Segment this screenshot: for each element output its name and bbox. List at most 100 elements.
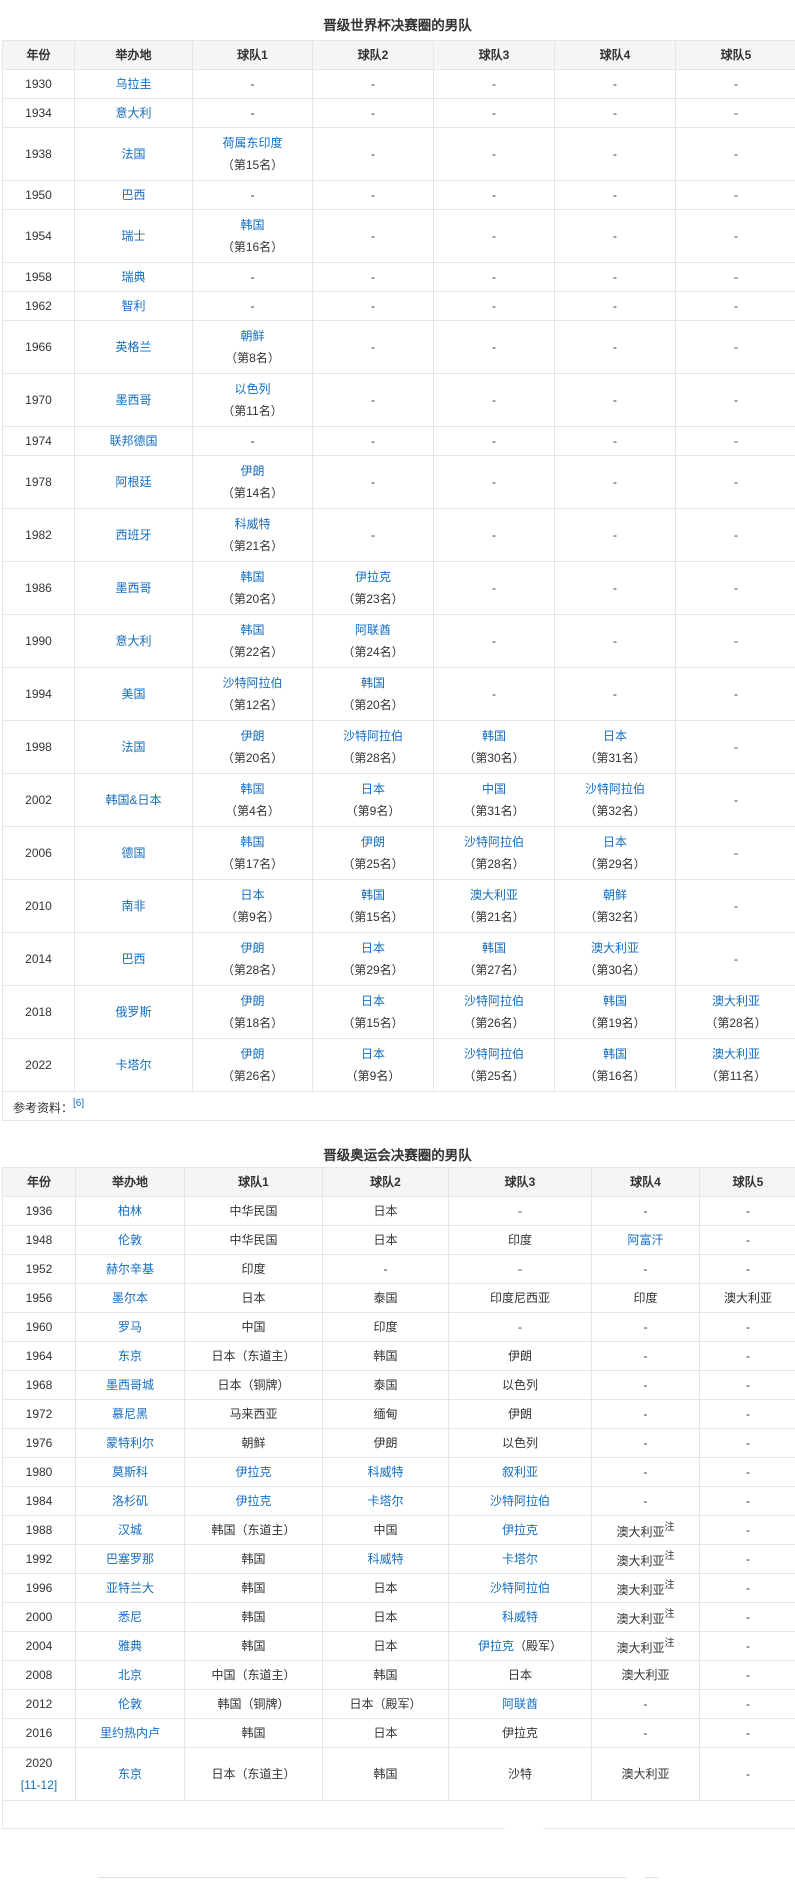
team-link[interactable]: 韩国 xyxy=(360,676,385,690)
team-link[interactable]: 伊拉克 xyxy=(501,1523,538,1537)
host-link[interactable]: 瑞典 xyxy=(121,270,146,284)
host-link[interactable]: 汉城 xyxy=(117,1523,142,1537)
team-link[interactable]: 日本 xyxy=(360,1047,385,1061)
host-link[interactable]: 蒙特利尔 xyxy=(105,1436,154,1450)
team-link[interactable]: 韩国 xyxy=(481,941,506,955)
host-link[interactable]: 法国 xyxy=(121,147,146,161)
host-link[interactable]: 巴西 xyxy=(121,952,146,966)
host-link[interactable]: 南非 xyxy=(121,899,146,913)
host-link[interactable]: 智利 xyxy=(121,299,146,313)
team-link[interactable]: 科威特 xyxy=(501,1610,538,1624)
team-link[interactable]: 以色列 xyxy=(234,382,271,396)
host-link[interactable]: 墨西哥城 xyxy=(105,1378,154,1392)
host-link[interactable]: 德国 xyxy=(121,846,146,860)
host-link[interactable]: 西班牙 xyxy=(115,528,152,542)
team-link[interactable]: 叙利亚 xyxy=(501,1465,538,1479)
team-link[interactable]: 沙特阿拉伯 xyxy=(463,994,524,1008)
team-link[interactable]: 沙特阿拉伯 xyxy=(489,1581,550,1595)
team-link[interactable]: 伊朗 xyxy=(360,835,385,849)
host-link[interactable]: 瑞士 xyxy=(121,229,146,243)
year-reference-link[interactable]: [11-12] xyxy=(20,1778,58,1792)
host-link[interactable]: 墨西哥 xyxy=(115,393,152,407)
team-link[interactable]: 韩国 xyxy=(240,570,265,584)
team-link[interactable]: 伊拉克 xyxy=(354,570,391,584)
team-link[interactable]: 澳大利亚 xyxy=(469,888,518,902)
team-link[interactable]: 科威特 xyxy=(367,1465,404,1479)
host-link[interactable]: 英格兰 xyxy=(115,340,152,354)
team-link[interactable]: 日本 xyxy=(240,888,265,902)
host-link[interactable]: 乌拉圭 xyxy=(115,77,152,91)
host-link[interactable]: 东京 xyxy=(117,1767,142,1781)
team-link[interactable]: 日本 xyxy=(602,729,627,743)
host-link[interactable]: 莫斯科 xyxy=(111,1465,148,1479)
team-link[interactable]: 阿富汗 xyxy=(627,1233,664,1247)
host-link[interactable]: 俄罗斯 xyxy=(115,1005,152,1019)
host-link[interactable]: 北京 xyxy=(117,1668,142,1682)
team-link[interactable]: 沙特阿拉伯 xyxy=(463,835,524,849)
team-link[interactable]: 伊朗 xyxy=(240,464,265,478)
host-link[interactable]: 赫尔辛基 xyxy=(105,1262,154,1276)
team-link[interactable]: 韩国 xyxy=(240,782,265,796)
team-link[interactable]: 科威特 xyxy=(367,1552,404,1566)
team-link[interactable]: 伊拉克 xyxy=(477,1639,514,1653)
team-link[interactable]: 伊朗 xyxy=(240,729,265,743)
team-link[interactable]: 伊拉克 xyxy=(235,1465,272,1479)
host-link[interactable]: 里约热内卢 xyxy=(99,1726,160,1740)
host-link[interactable]: 巴西 xyxy=(121,188,146,202)
team-link[interactable]: 伊朗 xyxy=(240,1047,265,1061)
host-link[interactable]: 意大利 xyxy=(115,634,152,648)
host-link[interactable]: 墨西哥 xyxy=(115,581,152,595)
team-link[interactable]: 沙特阿拉伯 xyxy=(489,1494,550,1508)
host-link[interactable]: 伦敦 xyxy=(117,1233,142,1247)
team-link[interactable]: 韩国 xyxy=(602,994,627,1008)
host-link[interactable]: 韩国&日本 xyxy=(105,793,162,807)
host-link[interactable]: 联邦德国 xyxy=(109,434,158,448)
team-link[interactable]: 沙特阿拉伯 xyxy=(584,782,645,796)
host-link[interactable]: 墨尔本 xyxy=(111,1291,148,1305)
team-link[interactable]: 韩国 xyxy=(240,218,265,232)
team-link[interactable]: 阿联酋 xyxy=(354,623,391,637)
team-link[interactable]: 韩国 xyxy=(240,835,265,849)
host-link[interactable]: 慕尼黑 xyxy=(111,1407,148,1421)
team-link[interactable]: 卡塔尔 xyxy=(367,1494,404,1508)
host-link[interactable]: 罗马 xyxy=(117,1320,142,1334)
team-link[interactable]: 伊朗 xyxy=(240,941,265,955)
team-link[interactable]: 伊朗 xyxy=(240,994,265,1008)
host-link[interactable]: 伦敦 xyxy=(117,1697,142,1711)
team-link[interactable]: 科威特 xyxy=(234,517,271,531)
team-link[interactable]: 澳大利亚 xyxy=(711,994,760,1008)
team-link[interactable]: 中国 xyxy=(481,782,506,796)
team-link[interactable]: 沙特阿拉伯 xyxy=(222,676,283,690)
host-link[interactable]: 阿根廷 xyxy=(115,475,152,489)
team-link[interactable]: 日本 xyxy=(602,835,627,849)
team-link[interactable]: 沙特阿拉伯 xyxy=(342,729,403,743)
host-link[interactable]: 卡塔尔 xyxy=(115,1058,152,1072)
host-link[interactable]: 亚特兰大 xyxy=(105,1581,154,1595)
team-link[interactable]: 日本 xyxy=(360,994,385,1008)
host-link[interactable]: 柏林 xyxy=(117,1204,142,1218)
host-link[interactable]: 洛杉矶 xyxy=(111,1494,148,1508)
team-link[interactable]: 卡塔尔 xyxy=(501,1552,538,1566)
team-link[interactable]: 韩国 xyxy=(360,888,385,902)
host-link[interactable]: 悉尼 xyxy=(117,1610,142,1624)
host-link[interactable]: 美国 xyxy=(121,687,146,701)
host-link[interactable]: 意大利 xyxy=(115,106,152,120)
reference-link[interactable]: [6] xyxy=(73,1098,85,1109)
team-link[interactable]: 朝鲜 xyxy=(240,329,265,343)
host-link[interactable]: 东京 xyxy=(117,1349,142,1363)
team-link[interactable]: 澳大利亚 xyxy=(711,1047,760,1061)
team-link[interactable]: 日本 xyxy=(360,941,385,955)
team-link[interactable]: 韩国 xyxy=(481,729,506,743)
team-link[interactable]: 阿联酋 xyxy=(501,1697,538,1711)
team-link[interactable]: 韩国 xyxy=(602,1047,627,1061)
team-link[interactable]: 沙特阿拉伯 xyxy=(463,1047,524,1061)
team-link[interactable]: 韩国 xyxy=(240,623,265,637)
team-link[interactable]: 朝鲜 xyxy=(602,888,627,902)
host-link[interactable]: 法国 xyxy=(121,740,146,754)
host-link[interactable]: 雅典 xyxy=(117,1639,142,1653)
team-link[interactable]: 荷属东印度 xyxy=(222,136,283,150)
team-link[interactable]: 伊拉克 xyxy=(235,1494,272,1508)
team-link[interactable]: 澳大利亚 xyxy=(590,941,639,955)
host-link[interactable]: 巴塞罗那 xyxy=(105,1552,154,1566)
team-link[interactable]: 日本 xyxy=(360,782,385,796)
